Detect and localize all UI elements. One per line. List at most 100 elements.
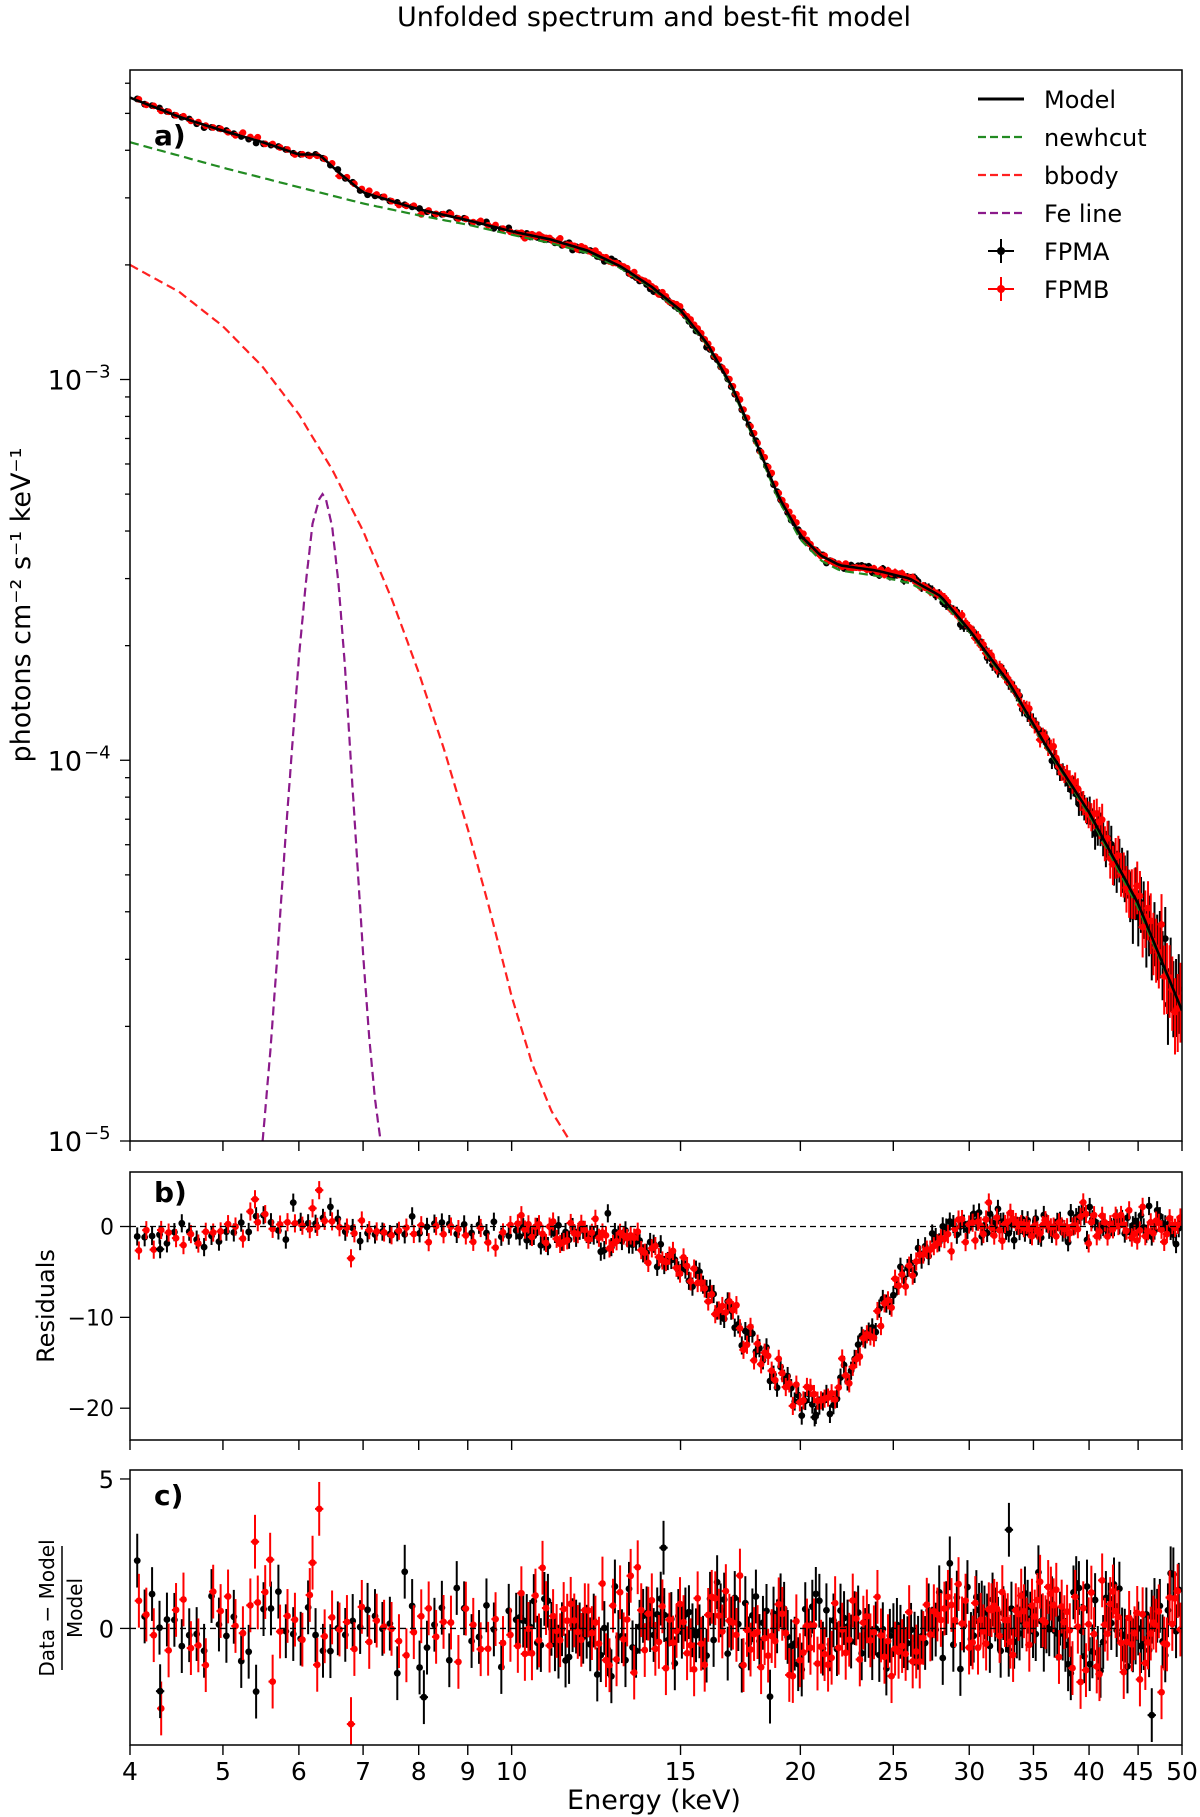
fpmb-point [926, 1631, 934, 1638]
fpmb-point [165, 1229, 173, 1236]
fpmb-point [630, 1234, 638, 1242]
fpmb-point [570, 1617, 578, 1624]
fpmb-point [1025, 705, 1033, 712]
fpmb-point [180, 1596, 187, 1603]
fpma-point [1115, 1585, 1123, 1593]
fpmb-point [905, 1262, 913, 1270]
fpmb-point [669, 1639, 677, 1646]
fpma-point [490, 1218, 498, 1226]
fpmb-point [521, 1650, 529, 1658]
fpmb-point [1158, 1688, 1165, 1696]
fpmb-point [492, 1615, 499, 1623]
panel-b-ylabel: Residuals [32, 1249, 60, 1363]
fpmb-point [539, 1230, 546, 1238]
fpmb-point [584, 1236, 592, 1244]
fpmb-point [542, 1239, 550, 1247]
fpmb-point [838, 1626, 846, 1634]
fpmb-point [651, 1645, 659, 1653]
fpmb-point [951, 1225, 959, 1233]
x-tick-label: 50 [1166, 1757, 1198, 1786]
fpmb-point [902, 1650, 910, 1658]
fpmb-point [306, 1225, 314, 1233]
fpmb-point [306, 1591, 314, 1599]
fpmb-point [944, 1230, 952, 1238]
fpmb-point [683, 1262, 691, 1270]
fpmb-point [701, 1285, 709, 1292]
fpmb-point [810, 1622, 818, 1629]
fpmb-point [958, 1215, 966, 1223]
fpmb-point [484, 1239, 492, 1246]
fpmb-point [581, 1226, 589, 1234]
fpmb-point [778, 1369, 786, 1377]
fpmb-point [343, 1224, 351, 1231]
fpmb-point [1036, 1578, 1044, 1586]
fpmb-point [542, 1604, 550, 1612]
fpmb-point [567, 1600, 575, 1608]
fpmb-point [718, 1628, 726, 1635]
fpmb-point [546, 1223, 553, 1230]
fpma-point [565, 1653, 573, 1661]
fpmb-point [239, 129, 247, 137]
fpma-point [890, 1291, 897, 1299]
fpmb-point [1104, 1233, 1111, 1240]
fpmb-point [982, 1216, 990, 1223]
fpmb-point [747, 1646, 754, 1653]
fpmb-point [792, 1381, 800, 1389]
fpmb-point [517, 1589, 525, 1597]
fpmb-point [1139, 1203, 1147, 1211]
fpmb-point [1074, 1225, 1082, 1233]
fpmb-point [789, 1402, 797, 1410]
fpmb-point [747, 1323, 754, 1331]
fpmb-point [209, 1229, 217, 1236]
fpmb-point [694, 1594, 702, 1602]
fpmb-point [982, 1640, 990, 1647]
fractional-outlier [251, 1538, 259, 1546]
fpma-point [453, 1584, 461, 1592]
fpma-point [826, 1410, 834, 1418]
fpmb-point [1055, 1653, 1063, 1661]
fpmb-point [613, 1237, 620, 1245]
fpmb-point [165, 1646, 173, 1654]
fpma-point [282, 1236, 290, 1243]
fpmb-point [754, 1340, 761, 1348]
fpma-point [854, 1341, 862, 1349]
fpmb-point [852, 1615, 860, 1623]
fpmb-point [877, 1322, 885, 1330]
fpma-point [423, 1644, 431, 1652]
fpmb-point [641, 1646, 649, 1654]
fpmb-point [217, 1607, 225, 1615]
fpmb-point [553, 1627, 561, 1635]
fpmb-point [592, 1619, 599, 1626]
fpmb-point [722, 1309, 730, 1316]
fpmb-point [676, 1270, 684, 1278]
fpmb-point [764, 1652, 772, 1660]
fpmb-point [962, 1238, 969, 1246]
fpma-point [956, 1665, 964, 1673]
fpmb-point [761, 1634, 769, 1642]
fpmb-point [863, 1612, 871, 1620]
legend-label: Fe line [1044, 200, 1122, 228]
fpmb-point [634, 1228, 642, 1236]
fpmb-point [782, 1629, 790, 1637]
fpmb-point [969, 1639, 977, 1646]
fpmb-point [824, 1661, 832, 1669]
fpmb-point [402, 1651, 410, 1659]
fpma-point [1067, 1209, 1075, 1217]
fpmb-point [933, 1611, 941, 1618]
panel-b-frame [129, 1171, 1183, 1441]
fpma-point [970, 1632, 978, 1640]
panel-a-ylabel: photons cm⁻² s⁻¹ keV⁻¹ [6, 448, 37, 763]
legend-marker [997, 285, 1005, 293]
fpmb-point [644, 1610, 652, 1618]
fpmb-point [1082, 1666, 1090, 1674]
x-tick-label: 5 [215, 1757, 231, 1786]
fpmb-point [1163, 1640, 1171, 1648]
fpmb-point [1125, 1206, 1133, 1214]
fpmb-point [517, 1211, 525, 1219]
fpmb-point [785, 1380, 793, 1387]
fpma-point [1124, 1663, 1131, 1670]
fpmb-point [1174, 1587, 1182, 1595]
fpmb-point [365, 1226, 373, 1234]
fpmb-point [135, 1597, 143, 1605]
